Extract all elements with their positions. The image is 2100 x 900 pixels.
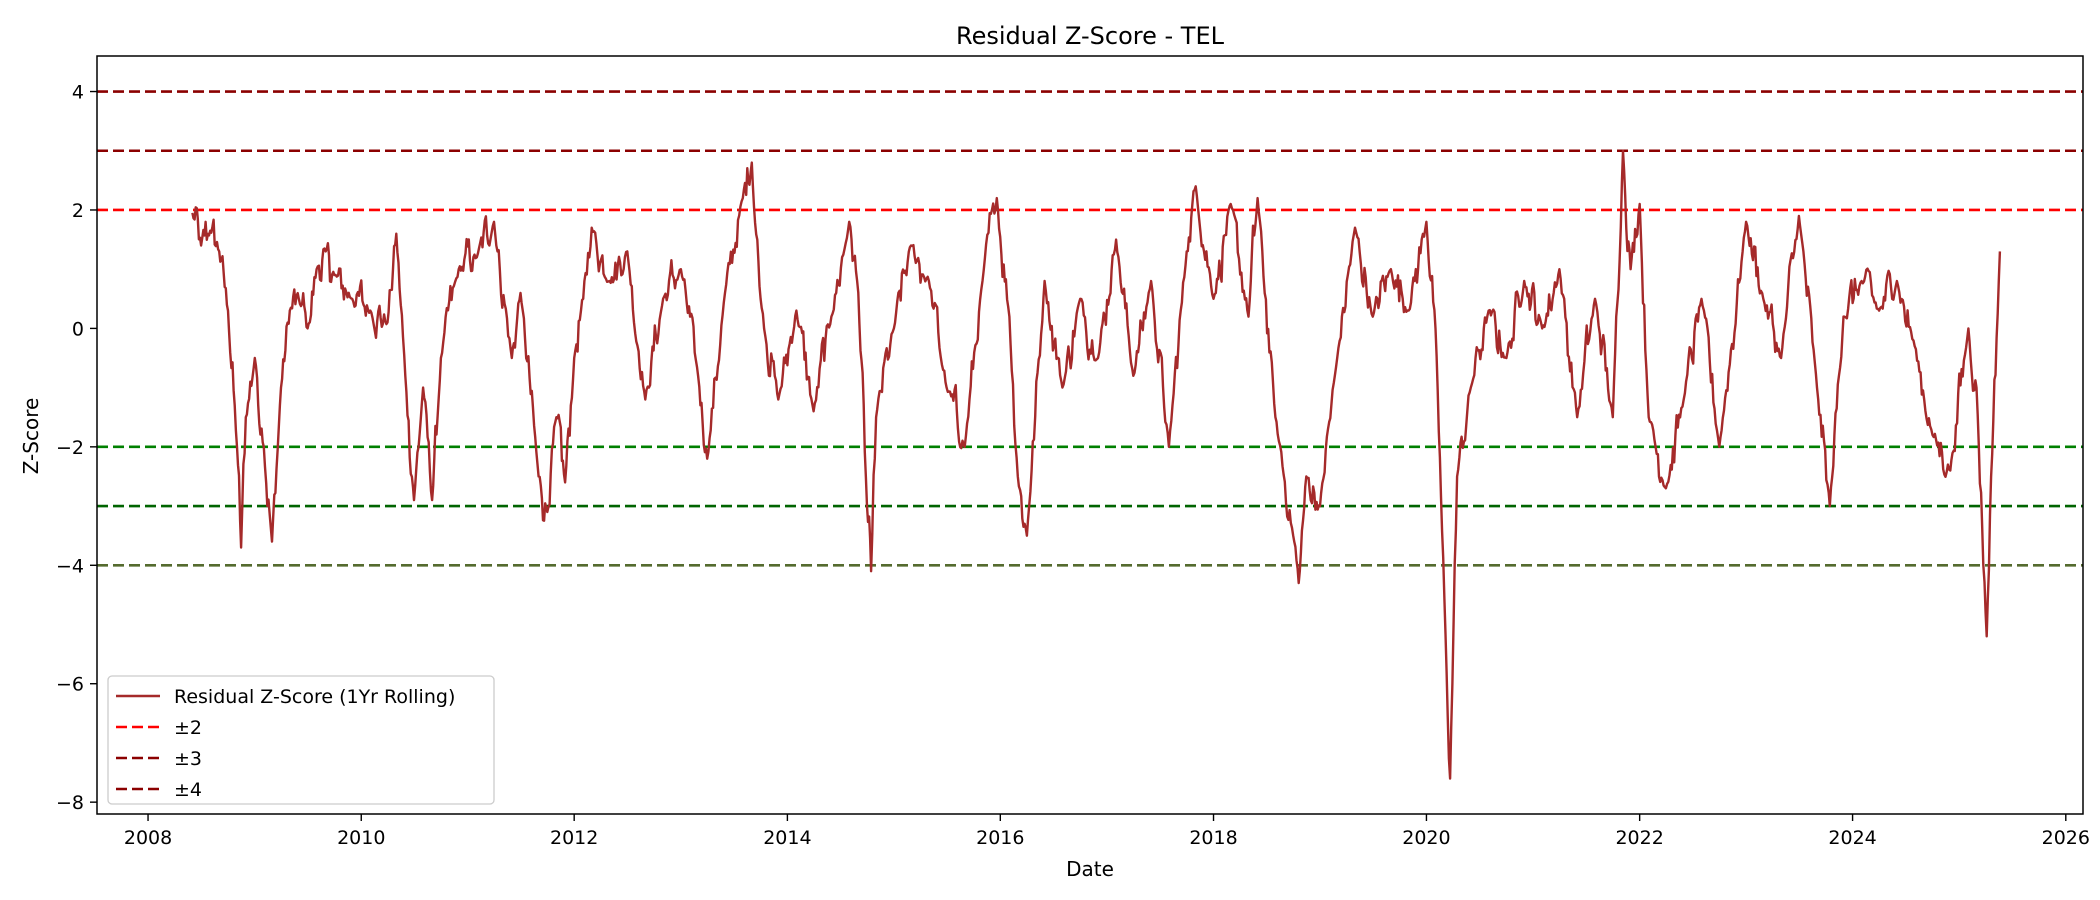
x-axis-label: Date	[1066, 857, 1114, 881]
x-tick-label: 2016	[976, 827, 1024, 849]
series-group	[191, 149, 2002, 780]
y-tick-label: −4	[56, 555, 84, 577]
legend: Residual Z-Score (1Yr Rolling) ±2 ±3 ±4	[107, 675, 495, 805]
y-tick-label: 0	[72, 318, 84, 340]
x-tick-label: 2024	[1828, 827, 1876, 849]
y-axis: −8 −6 −4 −2 0 2 4	[56, 82, 97, 814]
x-tick-label: 2012	[550, 827, 598, 849]
y-tick-label: −6	[56, 674, 84, 696]
x-axis: 2008 2010 2012 2014 2016 2018 2020 2022 2024 2026	[124, 814, 2090, 849]
y-axis-label: Z-Score	[19, 398, 43, 475]
plot-frame	[96, 55, 2084, 815]
legend-label: Residual Z-Score (1Yr Rolling)	[174, 686, 455, 708]
x-tick-label: 2026	[2042, 827, 2090, 849]
x-tick-label: 2008	[124, 827, 172, 849]
y-tick-label: −8	[56, 792, 84, 814]
x-tick-label: 2022	[1615, 827, 1663, 849]
legend-box	[107, 675, 495, 805]
series-line-0	[191, 149, 2002, 780]
legend-label: ±2	[174, 717, 202, 739]
y-tick-label: −2	[56, 437, 84, 459]
x-tick-label: 2020	[1402, 827, 1450, 849]
y-tick-label: 4	[72, 82, 84, 104]
x-tick-label: 2010	[337, 827, 385, 849]
legend-label: ±4	[174, 779, 202, 801]
legend-label: ±3	[174, 748, 202, 770]
x-tick-label: 2018	[1189, 827, 1237, 849]
y-tick-label: 2	[72, 200, 84, 222]
x-tick-label: 2014	[763, 827, 811, 849]
chart-title: Residual Z-Score - TEL	[956, 22, 1225, 50]
